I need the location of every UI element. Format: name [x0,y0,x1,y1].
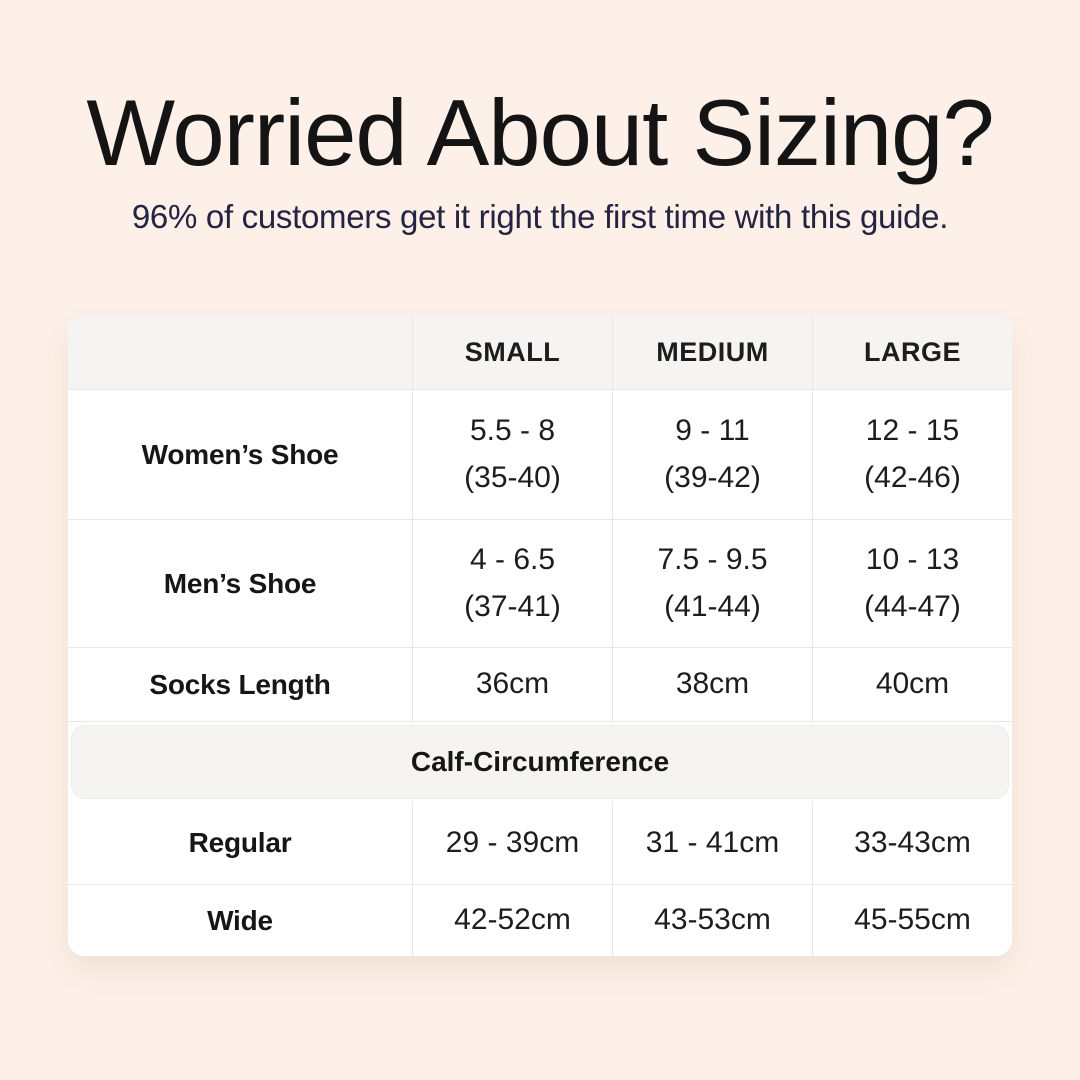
cell-socks-small: 36cm [412,648,612,721]
row-label-mens-shoe: Men’s Shoe [163,567,317,599]
header-cell-blank [68,315,412,389]
header-cell-large: LARGE [812,315,1012,389]
hero-section: Worried About Sizing? 96% of customers g… [0,0,1080,236]
cell-regular-small: 29 - 39cm [412,802,612,884]
row-label-wide: Wide [207,904,273,936]
cell-mens-large: 10 - 13 (44-47) [812,520,1012,647]
cell-wide-small: 42-52cm [412,885,612,956]
cell-socks-medium: 38cm [612,648,812,721]
cell-womens-small: 5.5 - 8 (35-40) [412,390,612,519]
cell-mens-small: 4 - 6.5 (37-41) [412,520,612,647]
table-row-wide: Wide 42-52cm 43-53cm 45-55cm [68,885,1012,956]
table-row-mens-shoe: Men’s Shoe 4 - 6.5 (37-41) 7.5 - 9.5 (41… [68,520,1012,648]
cell-wide-large: 45-55cm [812,885,1012,956]
table-header-row: SMALL MEDIUM LARGE [68,315,1012,390]
section-band-label: Calf-Circumference [410,746,670,777]
cell-socks-large: 40cm [812,648,1012,721]
cell-womens-medium: 9 - 11 (39-42) [612,390,812,519]
table-row-regular: Regular 29 - 39cm 31 - 41cm 33-43cm [68,802,1012,885]
table-row-socks-length: Socks Length 36cm 38cm 40cm [68,648,1012,722]
row-label-womens-shoe: Women’s Shoe [141,438,339,470]
page-subtitle: 96% of customers get it right the first … [131,198,949,235]
header-cell-medium: MEDIUM [612,315,812,389]
header-cell-small: SMALL [412,315,612,389]
section-band-calf-circumference: Calf-Circumference [71,725,1009,799]
cell-womens-large: 12 - 15 (42-46) [812,390,1012,519]
row-label-socks-length: Socks Length [149,668,331,700]
row-label-regular: Regular [188,827,292,858]
page-title: Worried About Sizing? [86,80,994,185]
cell-regular-large: 33-43cm [812,802,1012,884]
sizing-table: SMALL MEDIUM LARGE Women’s Shoe 5.5 - 8 … [68,315,1012,956]
cell-wide-medium: 43-53cm [612,885,812,956]
cell-mens-medium: 7.5 - 9.5 (41-44) [612,520,812,647]
table-row-womens-shoe: Women’s Shoe 5.5 - 8 (35-40) 9 - 11 (39-… [68,390,1012,520]
cell-regular-medium: 31 - 41cm [612,802,812,884]
